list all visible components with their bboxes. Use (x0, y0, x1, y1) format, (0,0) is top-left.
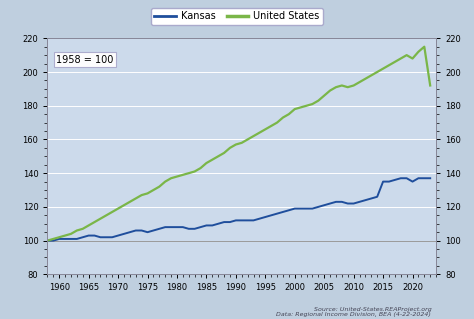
Text: Source: United-States.REAProject.org
Data: Regional Income Division, BEA (4-22-2: Source: United-States.REAProject.org Dat… (276, 307, 431, 317)
Legend: Kansas, United States: Kansas, United States (151, 8, 323, 25)
Text: 1958 = 100: 1958 = 100 (56, 55, 113, 65)
